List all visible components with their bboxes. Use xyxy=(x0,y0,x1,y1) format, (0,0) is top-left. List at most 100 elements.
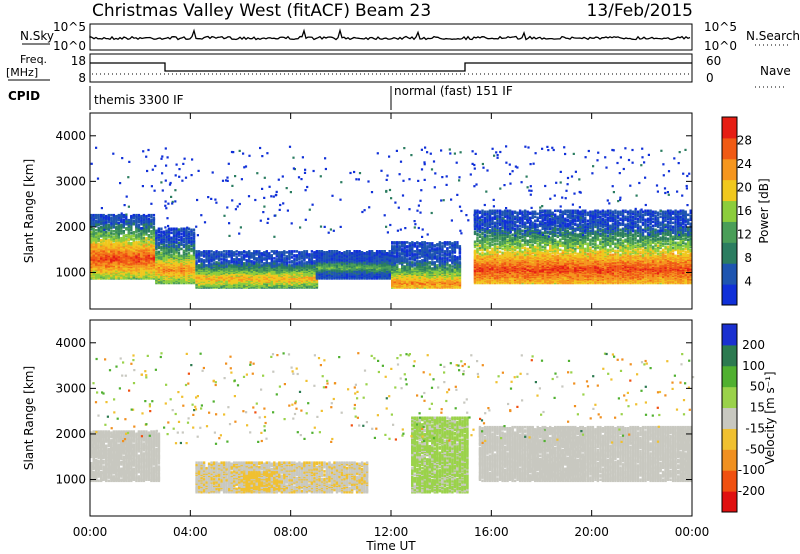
power-cell xyxy=(132,213,135,217)
power-cell xyxy=(212,251,216,254)
power-cell xyxy=(100,234,103,237)
power-cell xyxy=(190,254,193,258)
power-cell xyxy=(170,227,173,231)
power-cell xyxy=(200,254,203,257)
nsearch-tick-low: 10^0 xyxy=(704,39,737,53)
power-cell xyxy=(192,228,196,232)
power-cell xyxy=(155,250,158,254)
power-cell xyxy=(288,261,291,264)
power-cell xyxy=(90,231,93,234)
power-cell xyxy=(170,231,173,235)
power-cell xyxy=(167,234,171,238)
power-cell xyxy=(167,227,171,231)
power-cell xyxy=(127,218,130,222)
power-cell xyxy=(190,228,193,232)
power-cell xyxy=(260,255,263,258)
power-cell xyxy=(225,264,228,267)
power-cell xyxy=(238,251,241,254)
power-cell xyxy=(293,254,296,257)
nsearch-tick-high: 10^5 xyxy=(704,20,737,34)
power-cell xyxy=(147,243,151,246)
power-cell xyxy=(137,213,141,217)
power-cell xyxy=(137,238,141,241)
power-cell xyxy=(406,253,409,256)
power-cell xyxy=(270,257,273,260)
power-cell xyxy=(92,221,95,225)
power-cell xyxy=(416,251,419,254)
power-cell xyxy=(230,264,233,267)
power-cell xyxy=(263,251,266,254)
power-cell xyxy=(295,254,299,257)
power-cell xyxy=(200,251,203,254)
power-cell xyxy=(120,223,123,227)
power-cell xyxy=(391,260,394,263)
power-cell xyxy=(122,223,125,227)
power-cell xyxy=(270,254,273,257)
power-cell xyxy=(220,251,223,254)
power-cell xyxy=(295,262,299,265)
power-cell xyxy=(92,228,95,231)
power-cell xyxy=(147,234,151,237)
power-cell xyxy=(162,246,166,250)
power-cell xyxy=(97,222,100,226)
power-cell xyxy=(92,213,95,217)
power-cell xyxy=(157,238,161,242)
power-cell xyxy=(117,217,120,221)
power-cell xyxy=(328,250,331,253)
power-cell xyxy=(150,236,153,239)
power-cell xyxy=(235,261,238,264)
power-cell xyxy=(175,240,178,244)
freq-tick-high: 18 xyxy=(71,54,86,68)
power-cell xyxy=(122,238,125,241)
power-cell xyxy=(132,231,135,234)
power-cell xyxy=(403,250,406,253)
power-cell xyxy=(140,243,143,246)
power-cell xyxy=(263,262,266,265)
power-cell xyxy=(112,243,115,246)
power-cell xyxy=(122,218,125,222)
power-cell xyxy=(403,248,406,251)
power-cell xyxy=(110,219,113,223)
power-cell xyxy=(112,219,115,223)
power-cell xyxy=(177,251,181,255)
power-cell xyxy=(170,248,173,252)
power-cell xyxy=(95,229,98,232)
power-cell xyxy=(90,218,93,222)
power-cell xyxy=(270,250,273,253)
power-cell xyxy=(110,243,113,246)
power-cell xyxy=(275,250,278,253)
power-cell xyxy=(147,230,151,233)
power-cell xyxy=(167,250,171,254)
power-cell xyxy=(167,252,171,256)
power-cell xyxy=(127,242,130,245)
power-cell xyxy=(175,244,178,248)
power-cell xyxy=(182,234,186,238)
power-cell xyxy=(120,228,123,231)
power-cell xyxy=(217,262,221,265)
power-cell xyxy=(411,268,414,271)
power-cell xyxy=(110,223,113,227)
power-cell xyxy=(147,217,151,221)
power-cell xyxy=(308,258,311,261)
power-cell xyxy=(391,241,394,244)
freq-panel: 18 8 60 0 Freq. [MHz] Nave xyxy=(6,53,791,88)
power-cell xyxy=(260,252,263,255)
power-cell xyxy=(207,254,211,257)
power-cell xyxy=(112,222,115,226)
power-cell xyxy=(285,255,288,258)
power-cell xyxy=(97,237,100,240)
power-cell xyxy=(293,250,296,253)
power-cell xyxy=(330,252,334,255)
power-cell xyxy=(157,246,161,250)
power-cell xyxy=(396,255,399,258)
power-cell xyxy=(245,259,248,262)
power-cell xyxy=(413,250,416,253)
power-cell xyxy=(293,260,296,263)
date-title: 13/Feb/2015 xyxy=(587,1,693,21)
power-cell xyxy=(416,249,419,252)
power-cell xyxy=(152,222,156,226)
power-cell xyxy=(285,257,288,260)
power-cell xyxy=(222,264,226,267)
power-cell xyxy=(95,213,98,217)
